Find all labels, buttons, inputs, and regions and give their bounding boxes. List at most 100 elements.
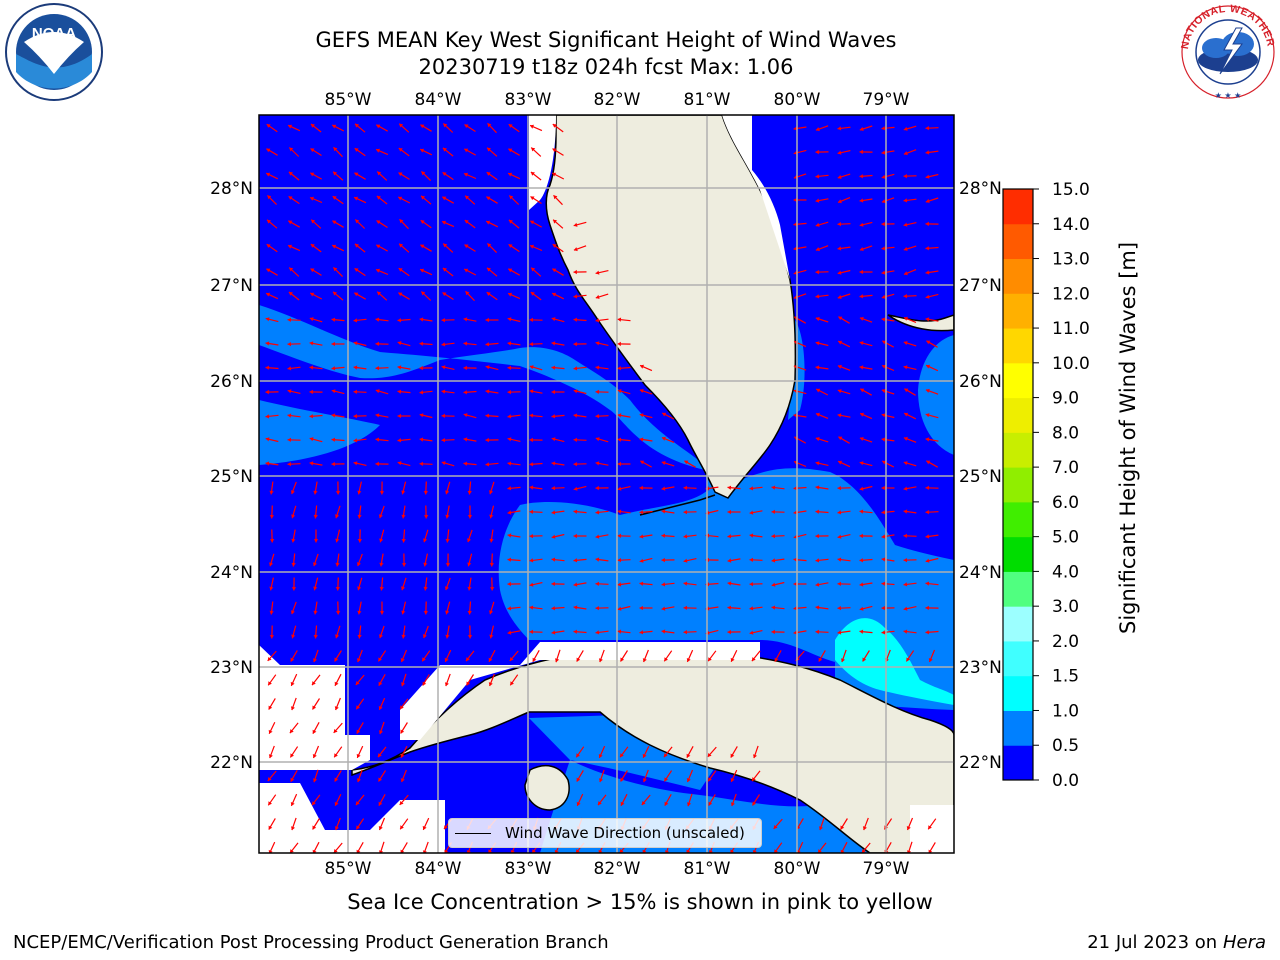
colorbar-label-text: Significant Height of Wind Waves [m] [1116, 241, 1140, 634]
wind-arrow-head [313, 635, 318, 639]
wind-arrow-head [837, 126, 842, 131]
wind-arrow-head [331, 437, 335, 442]
colorbar-tick-label: 9.0 [1052, 389, 1079, 409]
wind-arrow-head [881, 510, 886, 515]
wind-arrow-head [467, 611, 472, 615]
colorbar-segment [1003, 362, 1033, 399]
wind-arrow-head [378, 826, 383, 830]
wind-arrow-head [445, 490, 450, 495]
wind-arrow-head [464, 244, 469, 249]
wind-arrow-head [377, 291, 382, 296]
wind-arrow-head [573, 558, 578, 563]
wind-arrow-head [399, 219, 404, 224]
wind-arrow-head [859, 269, 863, 275]
wind-arrow-head [859, 222, 864, 227]
wind-arrow-head [595, 437, 600, 442]
wind-arrow-head [335, 562, 340, 567]
wind-arrow-head [419, 390, 424, 395]
wind-arrow-head [354, 148, 359, 152]
wind-arrow-head [573, 413, 578, 418]
wind-arrow-head [838, 340, 843, 345]
wind-arrow-head [532, 849, 536, 853]
wind-arrow-head [309, 389, 313, 395]
wind-arrow-head [903, 509, 908, 514]
wind-arrow-head [576, 777, 581, 782]
wind-arrow-head [749, 606, 754, 611]
wind-arrow-head [334, 777, 339, 782]
nodata-region-se [910, 805, 954, 853]
wind-arrow-head [620, 801, 625, 806]
wind-arrow-head [881, 389, 886, 394]
footer-date: 21 Jul 2023 on Hera [1087, 932, 1266, 953]
nodata-region-nw [529, 115, 556, 210]
wind-arrow-head [595, 630, 600, 635]
colorbar-segment [1003, 189, 1033, 225]
wind-arrow-head [442, 147, 447, 152]
wind-arrow-head [357, 634, 362, 639]
wind-arrow-head [617, 533, 621, 538]
wind-arrow-head [419, 461, 423, 466]
wind-arrow-head [508, 172, 513, 177]
colorbar-segment [1003, 675, 1033, 711]
wind-arrow-head [926, 364, 931, 369]
wind-arrow-head [928, 849, 933, 853]
wind-arrow-head [356, 753, 361, 758]
wind-arrow-head [683, 510, 687, 515]
wind-arrow-head [837, 486, 841, 491]
wind-arrow-head [818, 849, 822, 853]
wind-arrow-head [573, 294, 578, 299]
wind-arrow-head [925, 534, 930, 539]
wind-arrow-head [442, 268, 447, 272]
wind-arrow-head [551, 630, 556, 635]
wind-arrow-head [422, 634, 427, 639]
wind-arrow-head [268, 681, 272, 686]
wind-arrow-head [818, 657, 823, 662]
wind-arrow-head [290, 802, 295, 806]
wind-arrow-head [881, 246, 886, 251]
wind-arrow-head [904, 388, 909, 393]
wind-arrow-head [423, 491, 428, 495]
wind-arrow-head [662, 412, 667, 417]
wind-arrow-head [639, 413, 644, 418]
wind-arrow-head [464, 124, 469, 129]
wind-arrow-head [379, 491, 385, 495]
wind-arrow-head [357, 490, 362, 495]
wind-arrow-head [401, 634, 406, 639]
wind-arrow-head [595, 557, 600, 562]
wind-arrow-head [771, 509, 775, 514]
wind-arrow-head [267, 657, 272, 661]
wind-arrow-head [463, 390, 467, 395]
wind-arrow-head [859, 126, 864, 131]
wind-arrow-head [683, 581, 688, 586]
wind-arrow-head [335, 538, 340, 543]
wind-arrow-head [267, 219, 271, 224]
wind-arrow-head [595, 534, 600, 539]
wind-arrow-head [793, 581, 797, 587]
lat-label: 25°N [959, 467, 1002, 487]
colorbar-segment [1003, 640, 1033, 677]
wind-arrow-head [837, 510, 842, 515]
wind-arrow-head [552, 172, 557, 177]
wind-arrow-head [508, 219, 513, 224]
wind-arrow-head [881, 317, 886, 322]
wind-arrow-head [925, 413, 930, 418]
wind-arrow-head [555, 658, 560, 663]
wind-arrow-head [529, 582, 534, 587]
wind-arrow-head [617, 558, 621, 563]
wind-arrow-head [287, 389, 292, 394]
lat-labels-left: 28°N 27°N 26°N 25°N 24°N 23°N 22°N [210, 179, 253, 773]
wind-arrow-head [375, 366, 379, 371]
wind-arrow-head [573, 389, 578, 394]
wind-arrow-head [331, 389, 336, 394]
wind-arrow-head [595, 341, 600, 346]
wind-arrow-head [467, 586, 472, 591]
wind-arrow-head [815, 341, 820, 346]
wind-arrow-head [837, 246, 842, 251]
land-isle-of-youth [524, 764, 570, 811]
wind-arrow-head [639, 605, 643, 611]
wind-arrow-head [815, 365, 820, 370]
wind-arrow-head [551, 557, 556, 562]
wind-arrow-head [268, 849, 273, 853]
wind-arrow-head [268, 729, 273, 734]
